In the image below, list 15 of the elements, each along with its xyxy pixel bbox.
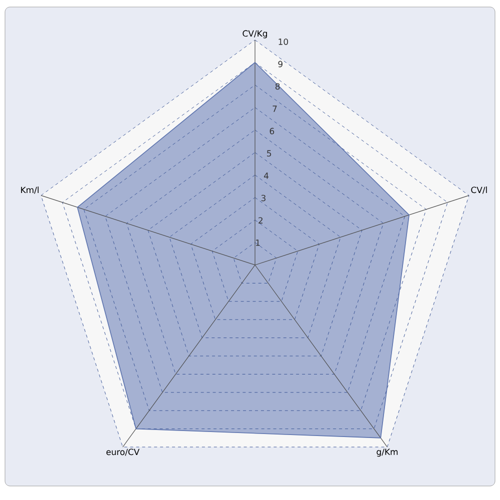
y-tick-label: 10: [278, 38, 288, 45]
spoke-label: CV/l: [471, 186, 487, 194]
y-tick-label: 4: [264, 172, 268, 179]
y-tick-label: 6: [270, 128, 274, 134]
y-tick-label: 1: [256, 240, 260, 246]
y-tick-label: 9: [278, 60, 282, 68]
y-tick-label: 2: [258, 217, 262, 224]
spoke-label: g/Km: [376, 448, 398, 457]
y-tick-label: 8: [275, 83, 280, 90]
spoke-label: Km/l: [21, 186, 39, 194]
spoke-label: euro/CV: [106, 448, 140, 456]
y-tick-label: 5: [267, 150, 272, 157]
y-tick-label: 3: [261, 194, 266, 202]
spoke-label: CV/Kg: [242, 30, 267, 38]
y-tick-label: 7: [272, 106, 277, 112]
